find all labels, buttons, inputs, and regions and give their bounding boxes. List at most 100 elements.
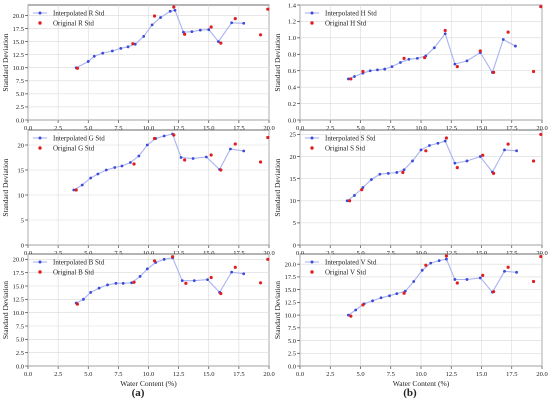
data-point-interpolated bbox=[515, 149, 518, 153]
data-point-original bbox=[209, 275, 213, 280]
y-tick-label: 0.0 bbox=[288, 117, 296, 124]
data-point-original bbox=[455, 281, 459, 285]
y-tick-label: 5.0 bbox=[16, 337, 24, 344]
y-tick-label: 0.2 bbox=[288, 101, 296, 108]
y-tick-label: 0.0 bbox=[16, 363, 24, 370]
data-point-interpolated bbox=[399, 61, 402, 64]
legend-label: Interpolated V Std bbox=[325, 258, 377, 266]
x-tick-label: 20.0 bbox=[263, 250, 274, 257]
data-point-interpolated bbox=[390, 65, 394, 69]
data-point-interpolated bbox=[204, 155, 208, 159]
legend-label: Interpolated R Std bbox=[53, 9, 105, 17]
data-point-interpolated bbox=[130, 281, 134, 285]
y-tick-label: 15.0 bbox=[13, 39, 24, 46]
y-tick-label: 0.0 bbox=[16, 117, 24, 124]
data-point-original bbox=[361, 303, 365, 307]
data-point-original bbox=[258, 160, 263, 164]
data-point-original bbox=[152, 136, 157, 141]
legend-label: Original G Std bbox=[53, 144, 95, 152]
x-tick-label: 2.5 bbox=[54, 125, 62, 132]
data-point-interpolated bbox=[407, 57, 411, 61]
data-point-interpolated bbox=[229, 147, 232, 151]
x-tick-label: 10.0 bbox=[143, 371, 154, 378]
x-tick-label: 5.0 bbox=[84, 371, 92, 378]
data-point-original bbox=[171, 255, 175, 259]
legend-marker bbox=[38, 270, 42, 274]
y-tick-label: 7.5 bbox=[288, 325, 296, 332]
data-point-interpolated bbox=[402, 168, 406, 172]
x-tick-label: 5.0 bbox=[356, 371, 364, 378]
data-point-interpolated bbox=[383, 67, 387, 71]
data-point-interpolated bbox=[379, 296, 383, 300]
legend-label: Original V Std bbox=[325, 268, 366, 276]
data-point-interpolated bbox=[345, 199, 349, 203]
legend-marker bbox=[38, 146, 42, 150]
data-point-original bbox=[360, 188, 364, 192]
data-point-interpolated bbox=[89, 176, 93, 180]
data-point-interpolated bbox=[206, 278, 209, 281]
data-point-interpolated bbox=[353, 194, 356, 197]
y-tick-label: 2.5 bbox=[16, 104, 24, 111]
data-point-interpolated bbox=[513, 44, 517, 48]
data-point-interpolated bbox=[453, 62, 457, 66]
y-tick-label: 25 bbox=[290, 132, 297, 139]
data-point-interpolated bbox=[453, 161, 457, 165]
data-point-interpolated bbox=[354, 308, 358, 312]
y-tick-label: 15 bbox=[290, 176, 297, 183]
data-point-interpolated bbox=[436, 141, 440, 145]
data-point-interpolated bbox=[72, 188, 76, 192]
y-tick-label: 0.4 bbox=[288, 84, 297, 91]
y-tick-label: 15 bbox=[18, 167, 25, 174]
x-axis-label: Water Content (%) bbox=[393, 379, 450, 388]
y-axis-label: Standard Deviation bbox=[273, 158, 282, 216]
data-point-original bbox=[481, 153, 485, 157]
data-point-interpolated bbox=[242, 272, 246, 276]
x-tick-label: 7.5 bbox=[114, 371, 122, 378]
x-tick-label: 10.0 bbox=[143, 125, 154, 132]
data-point-interpolated bbox=[420, 268, 424, 272]
data-point-interpolated bbox=[120, 164, 124, 168]
x-tick-label: 5.0 bbox=[84, 125, 92, 132]
legend-label: Original H Std bbox=[325, 19, 367, 27]
y-tick-label: 10 bbox=[290, 198, 297, 205]
legend-label: Interpolated H Std bbox=[325, 9, 377, 17]
legend-label: Interpolated B Std bbox=[53, 258, 105, 266]
x-tick-label: 12.5 bbox=[446, 250, 457, 257]
data-point-interpolated bbox=[180, 279, 184, 283]
y-tick-label: 5 bbox=[293, 220, 296, 227]
chart-3: 0.0 2.5 5.0 7.5 10.0 12.5 15.0 17.5 20.0 0 5 10 15 20… bbox=[1, 129, 275, 257]
data-point-original bbox=[183, 158, 187, 162]
data-point-interpolated bbox=[395, 171, 399, 174]
data-point-original bbox=[539, 254, 543, 259]
x-tick-label: 15.0 bbox=[476, 371, 487, 378]
data-point-original bbox=[492, 290, 496, 294]
x-tick-label: 17.5 bbox=[233, 371, 244, 378]
data-point-original bbox=[349, 77, 353, 81]
x-tick-label: 0.0 bbox=[296, 371, 304, 378]
x-tick-label: 10.0 bbox=[415, 250, 426, 257]
data-point-original bbox=[184, 281, 188, 285]
legend-marker bbox=[310, 136, 314, 140]
legend-marker bbox=[310, 260, 314, 264]
x-tick-label: 7.5 bbox=[387, 250, 395, 257]
data-point-interpolated bbox=[133, 42, 137, 46]
data-point-interpolated bbox=[150, 23, 154, 27]
x-tick-label: 2.5 bbox=[54, 371, 62, 378]
chart-1: 0.0 2.5 5.0 7.5 10.0 12.5 15.0 17.5 20.0 0.0 2.5 5.… bbox=[1, 4, 275, 132]
chart-6: 0.0 2.5 5.0 7.5 10.0 12.5 15.0 17.5 20.00.02.55.… bbox=[273, 253, 548, 388]
x-tick-label: 15.0 bbox=[203, 125, 214, 132]
x-tick-label: 20.0 bbox=[536, 125, 547, 132]
x-tick-label: 10.0 bbox=[143, 250, 154, 257]
data-point-interpolated bbox=[110, 49, 114, 53]
data-point-original bbox=[492, 70, 496, 74]
y-tick-label: 2.5 bbox=[16, 350, 24, 357]
data-point-interpolated bbox=[121, 281, 125, 285]
data-point-interpolated bbox=[419, 148, 423, 152]
data-point-interpolated bbox=[138, 275, 142, 278]
y-tick-label: 5.0 bbox=[288, 338, 296, 345]
x-tick-label: 7.5 bbox=[114, 125, 122, 132]
x-tick-label: 20.0 bbox=[263, 371, 274, 378]
data-point-interpolated bbox=[478, 276, 482, 280]
data-point-interpolated bbox=[465, 59, 469, 63]
x-tick-label: 17.5 bbox=[506, 125, 517, 132]
